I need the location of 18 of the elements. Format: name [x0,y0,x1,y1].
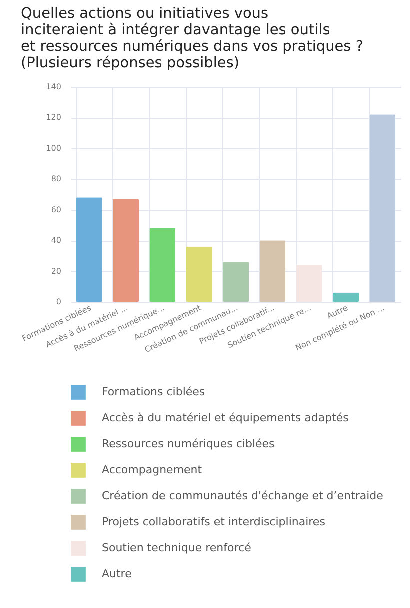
legend-label: Soutien technique renforcé [102,542,252,554]
x-tick-label: Autre [326,304,350,321]
chart-title: Quelles actions ou initiatives vous inciteraient à intégrer davantage les outils et ressources numériques dans vos pratiques ? (Plusieurs réponses possibles) [21,6,364,72]
legend-label: Projets collaboratifs et interdisciplinaires [102,516,326,528]
y-tick-label: 120 [46,113,62,122]
y-tick-label: 100 [46,144,62,153]
y-tick-label: 20 [51,266,62,276]
legend-label: Ressources numériques ciblées [102,438,276,450]
y-tick-label: 80 [51,174,62,184]
y-tick-label: 140 [46,82,62,92]
legend-label: Accès à du matériel et équipements adaptés [102,412,350,424]
legend-label: Formations ciblées [102,386,206,398]
legend-label: Création de communautés d'échange et d’entraide [102,490,384,502]
y-tick-label: 40 [51,236,62,246]
legend-label: Autre [102,568,132,580]
legend-label: Accompagnement [102,464,203,476]
y-tick-label: 0 [56,298,62,306]
y-tick-label: 60 [51,205,62,214]
